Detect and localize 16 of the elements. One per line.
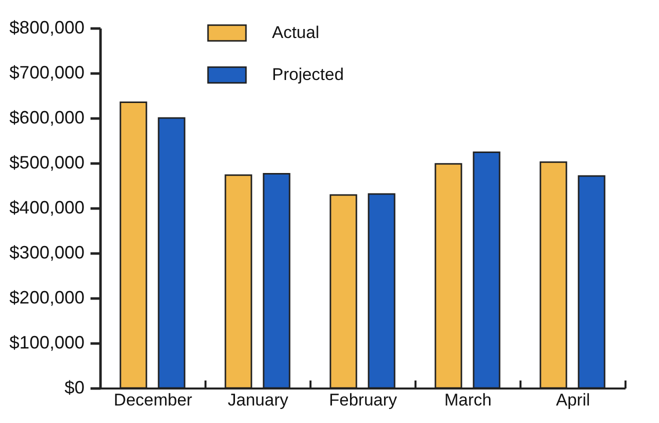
y-tick-label: $600,000 [9,108,84,128]
y-tick-label: $300,000 [9,242,84,262]
y-tick-label: $700,000 [9,62,84,82]
y-tick-label: $800,000 [9,18,84,38]
x-tick-label: January [228,390,289,410]
x-tick-label: December [114,390,193,410]
y-tick-label: $0 [64,378,84,398]
y-tick-label: $100,000 [9,332,84,352]
x-tick-label: March [444,390,492,410]
legend-label: Projected [272,65,344,84]
y-tick-label: $500,000 [9,152,84,172]
y-tick-label: $400,000 [9,198,84,218]
x-tick-label: February [328,390,398,410]
x-tick-label: April [556,390,590,410]
y-tick-label: $200,000 [9,288,84,308]
legend-label: Actual [272,23,320,42]
